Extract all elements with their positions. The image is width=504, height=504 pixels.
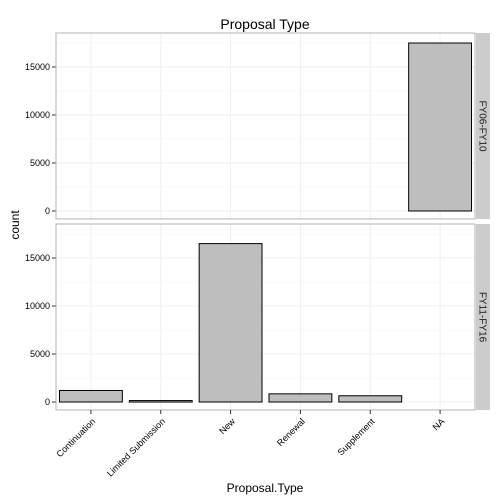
y-tick-label: 0 <box>45 206 50 216</box>
x-tick-label: Continuation <box>55 416 98 459</box>
y-tick-label: 10000 <box>25 110 50 120</box>
facet-panel: 0 5000 10000 15000 FY11-FY16 <box>25 224 490 410</box>
facet-strip-label: FY06-FY10 <box>477 100 488 152</box>
x-tick-label: New <box>217 416 237 436</box>
y-axis-title: count <box>8 210 22 240</box>
bar <box>59 390 122 402</box>
x-tick-label: Supplement <box>336 416 377 457</box>
facet-panels: 0 5000 10000 15000 FY06-FY10 0 5000 10000 15000 F… <box>25 33 490 410</box>
facet-panel: 0 5000 10000 15000 FY06-FY10 <box>25 33 490 219</box>
bar <box>269 394 332 402</box>
x-axis-title: Proposal.Type <box>227 481 304 495</box>
bar <box>129 401 192 403</box>
x-tick-label: Renewal <box>275 416 307 448</box>
panel-background <box>56 224 475 410</box>
y-tick-label: 15000 <box>25 253 50 263</box>
bar <box>339 396 402 402</box>
facet-strip-label: FY11-FY16 <box>477 292 488 343</box>
x-tick-label: Limited Submission <box>105 416 167 478</box>
x-tick-label: NA <box>431 416 447 432</box>
y-tick-label: 15000 <box>25 62 50 72</box>
y-tick-label: 10000 <box>25 301 50 311</box>
chart-title: Proposal Type <box>220 16 309 32</box>
y-tick-label: 0 <box>45 397 50 407</box>
bar <box>409 43 472 211</box>
y-tick-label: 5000 <box>30 158 50 168</box>
bar <box>199 244 262 402</box>
x-axis: Continuation Limited Submission New Renewal… <box>55 410 447 479</box>
y-tick-label: 5000 <box>30 349 50 359</box>
